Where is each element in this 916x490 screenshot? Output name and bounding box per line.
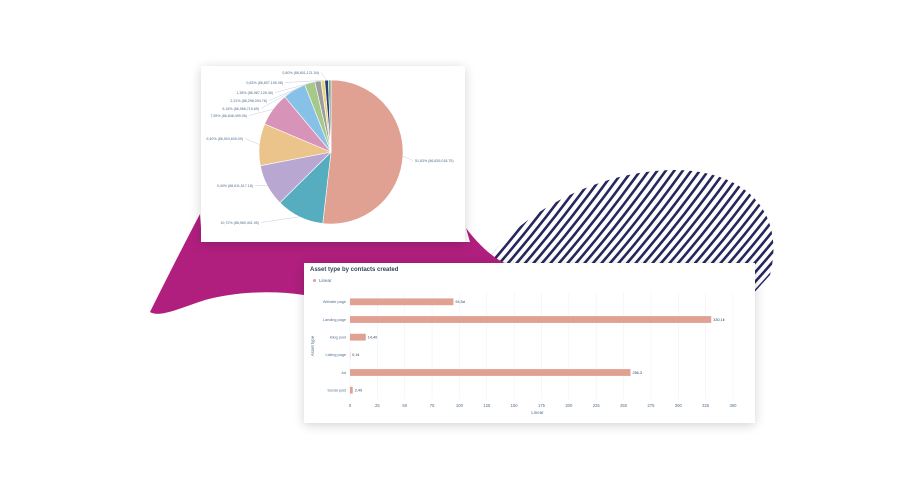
- stripe-line: [735, 169, 774, 306]
- pie-slice-label: 2,31% (88,298,094.76): [230, 99, 267, 103]
- y-category-label: Blog post: [330, 336, 347, 340]
- bar-data-label: 14,40: [368, 336, 378, 340]
- y-category-label: Website page: [323, 300, 346, 304]
- bar-chart-title: Asset type by contacts created: [310, 267, 399, 273]
- x-tick-label: 50: [402, 403, 407, 408]
- stripe-line: [752, 169, 774, 306]
- pie-leader-line: [402, 155, 414, 161]
- x-tick-label: 300: [675, 403, 683, 408]
- y-category-label: Listing page: [326, 353, 346, 357]
- x-tick-label: 175: [538, 403, 546, 408]
- stripe-line: [743, 169, 774, 306]
- x-tick-label: 275: [647, 403, 655, 408]
- stripe-line: [787, 150, 916, 320]
- bar[interactable]: [350, 298, 454, 306]
- x-tick-label: 225: [593, 403, 601, 408]
- magenta-blob: [150, 214, 505, 314]
- pie-leader-line: [260, 89, 295, 109]
- bar-chart-card: Asset type by contacts created Linear 0 2…: [304, 263, 755, 423]
- x-tick-label: 125: [483, 403, 491, 408]
- pie-leader-line: [248, 109, 274, 116]
- pie-leader-line: [244, 138, 260, 145]
- stripe-line: [769, 169, 774, 306]
- pie-slice-label: 9,40% (88,611,517.18): [217, 184, 253, 188]
- bar-data-label: 330,1¢: [713, 318, 725, 322]
- stripe-line: [779, 150, 916, 320]
- bar[interactable]: [350, 386, 353, 394]
- pie-slice-label: 1,38% (86,987,128.46): [236, 91, 273, 95]
- legend-label: Linear: [319, 278, 332, 283]
- pie-chart-card: 51,83% (86,839,018.75) 10,72% (88,969,401…: [201, 66, 465, 242]
- pie-leader-line: [284, 80, 323, 83]
- bar[interactable]: [350, 333, 366, 341]
- y-category-label: Landing page: [323, 318, 346, 322]
- bar-chart: 0 25 50 75 100 125 150 175 200 225 250 275 300 325 350…: [310, 293, 738, 415]
- x-tick-label: 250: [620, 403, 628, 408]
- x-tick-label: 325: [702, 403, 710, 408]
- x-tick-label: 100: [456, 403, 464, 408]
- bar-chart-legend[interactable]: Linear: [313, 278, 332, 283]
- pie-slice-label: 5,18% (86,966,715.69): [222, 107, 259, 111]
- stripe-line: [760, 169, 774, 306]
- legend-swatch: [313, 279, 316, 282]
- x-tick-label: 75: [430, 403, 435, 408]
- bar[interactable]: [350, 369, 631, 376]
- pie-slice-label: 9,40% (86,904,605.09): [206, 137, 243, 141]
- stripe-line: [796, 150, 916, 320]
- pie-leader-line: [268, 83, 310, 101]
- x-axis-label: Linear: [531, 410, 544, 415]
- pie-chart: 51,83% (86,839,018.75) 10,72% (88,969,401…: [206, 71, 454, 225]
- pie-slice[interactable]: [322, 79, 404, 225]
- x-tick-label: 200: [565, 403, 573, 408]
- pie-slice-label: 10,72% (88,969,401.95): [220, 221, 259, 225]
- pie-slice-label: 7,55% (86,848,499.06): [210, 114, 247, 118]
- bar-data-label: 0,1¢: [352, 353, 359, 357]
- bar-data-label: 256,3: [632, 371, 642, 375]
- bar-data-label: 2,49: [355, 389, 362, 393]
- pie-slice-label: 51,83% (86,839,018.75): [415, 159, 454, 163]
- pie-leader-line: [274, 81, 318, 93]
- y-category-label: Ad: [341, 371, 346, 375]
- bar[interactable]: [350, 316, 712, 323]
- pie-leader-line: [320, 72, 327, 81]
- pie-leader-line: [260, 216, 300, 223]
- pie-slice-label: 0,80% (88,801,121.54): [282, 71, 319, 75]
- x-tick-label: 0: [349, 403, 352, 408]
- y-axis-label: Asset type: [310, 335, 315, 356]
- pie-slice[interactable]: [327, 79, 332, 153]
- x-tick-label: 25: [375, 403, 380, 408]
- pie-slice-label: 0,83% (86,807,155.08): [246, 81, 283, 85]
- bar-data-label: 94,5d: [455, 300, 465, 304]
- x-tick-label: 150: [511, 403, 519, 408]
- y-category-label: Social post: [327, 389, 347, 393]
- x-tick-label: 350: [730, 403, 738, 408]
